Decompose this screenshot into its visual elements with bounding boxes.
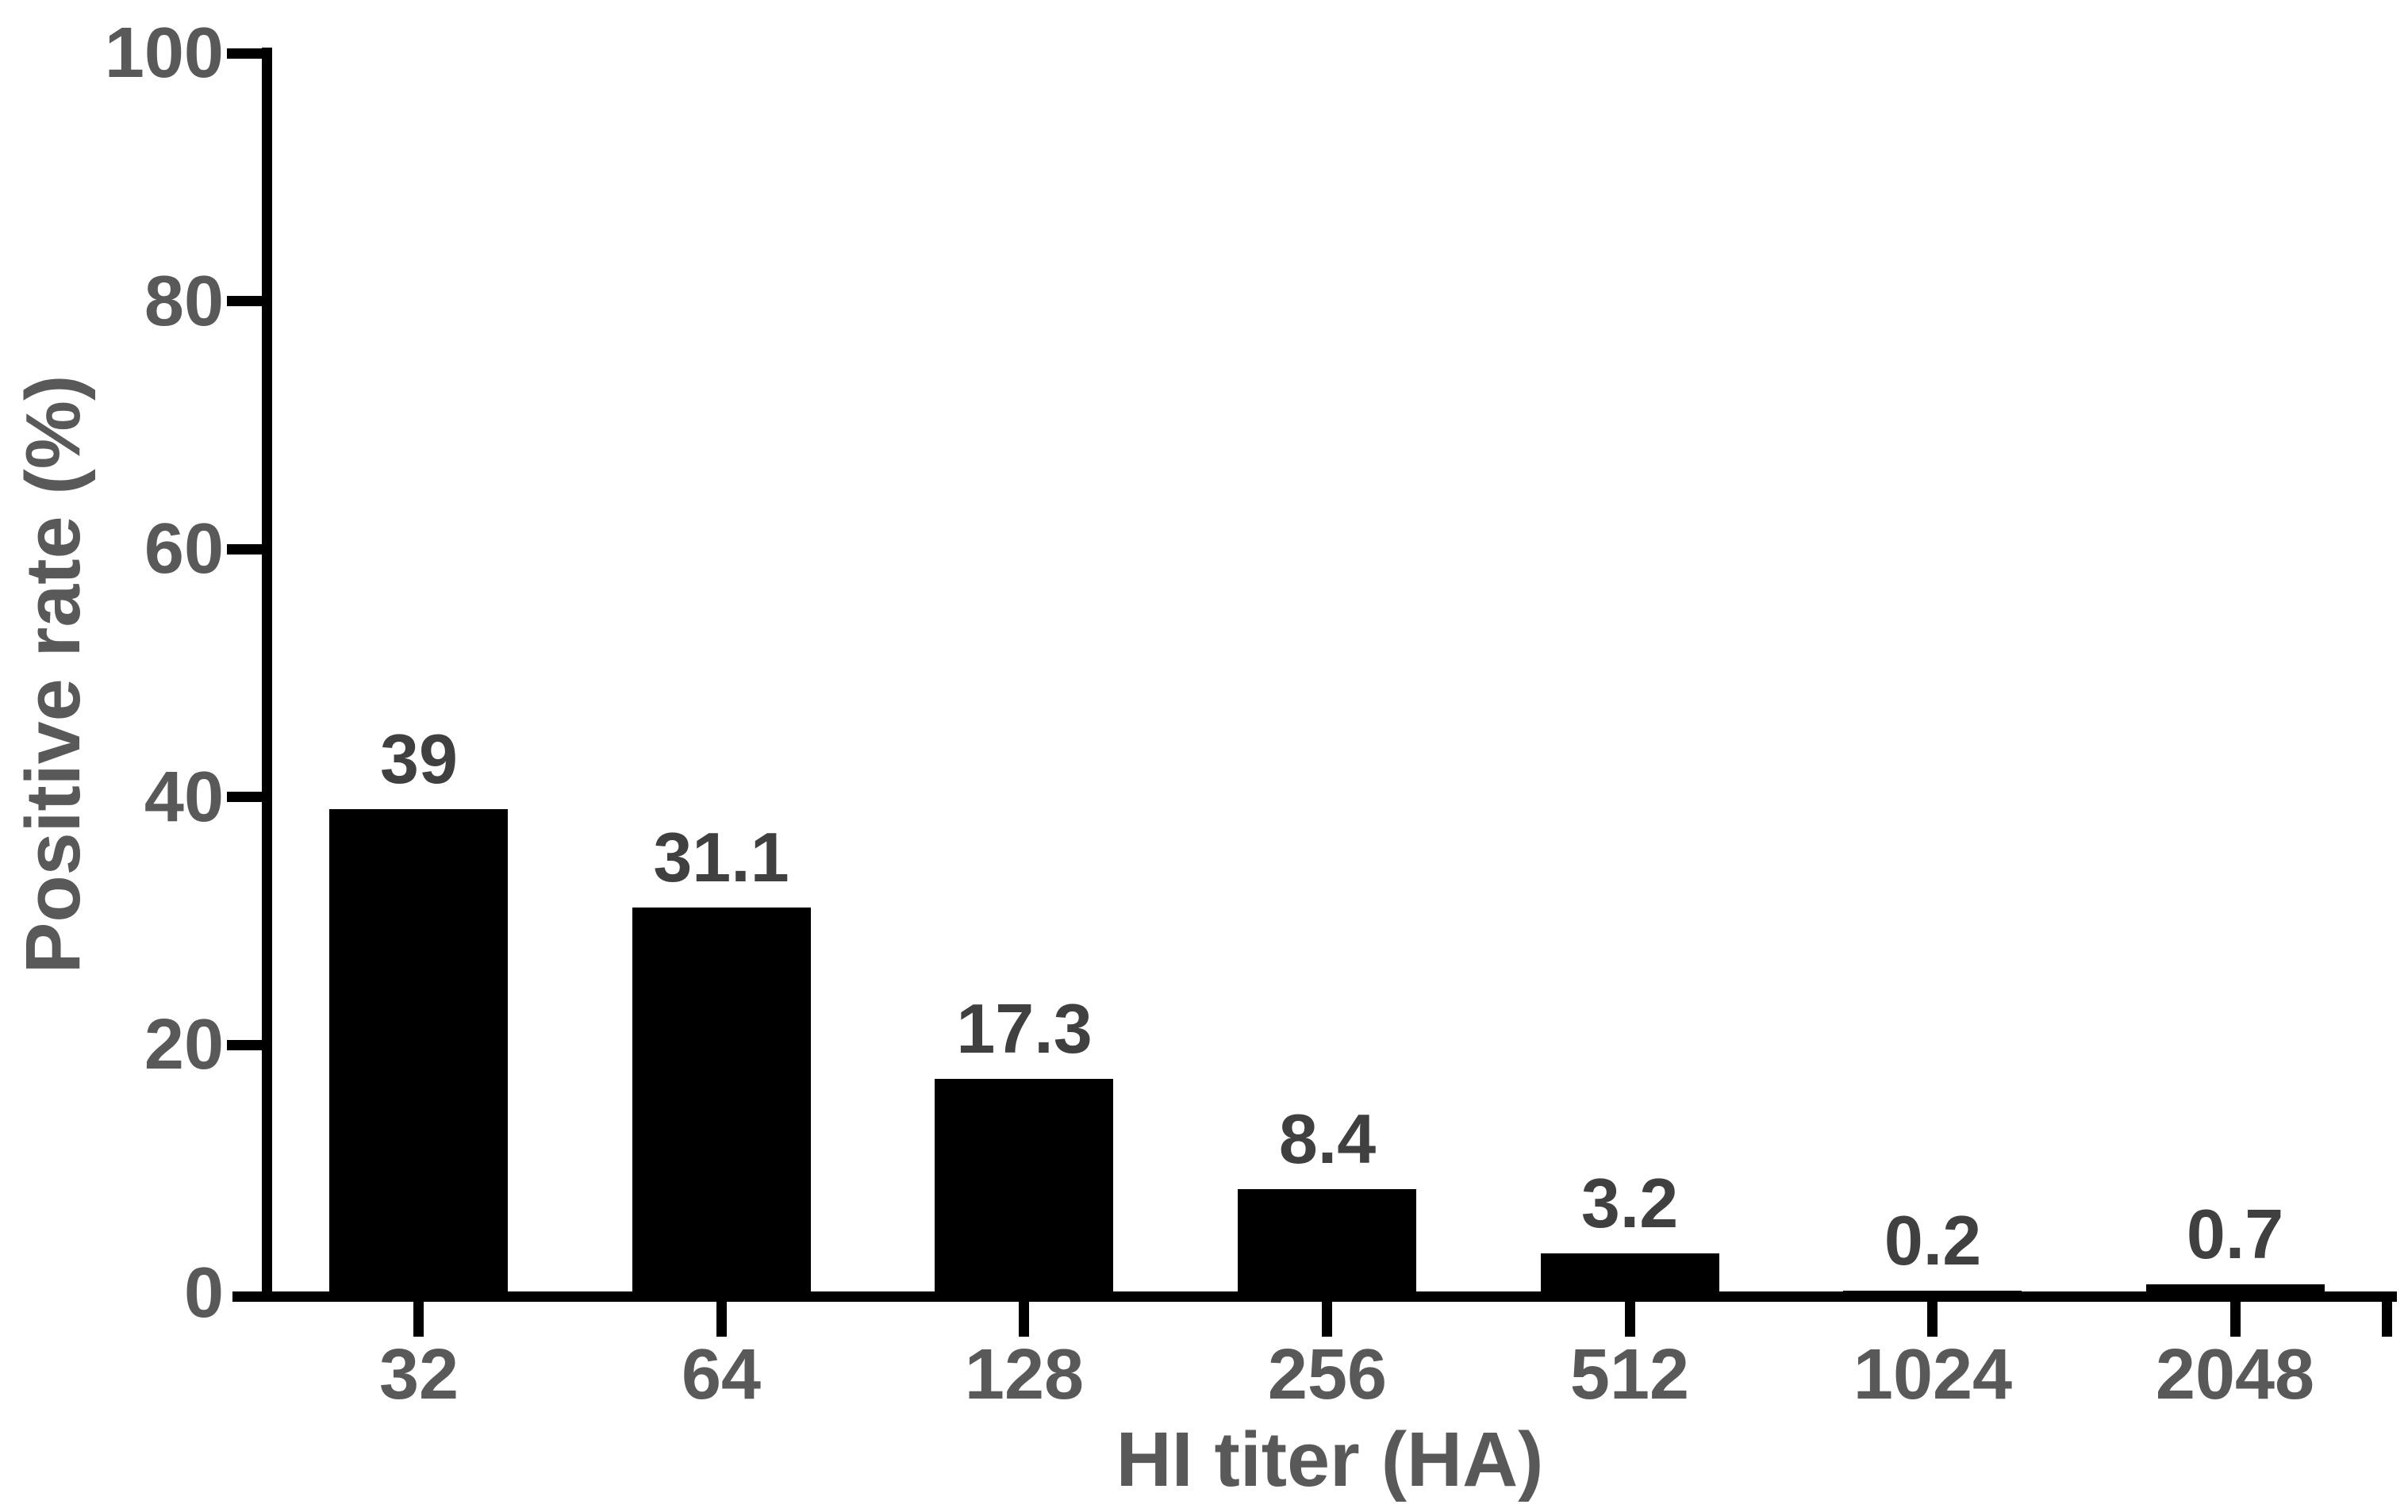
x-axis-title: HI titer (HA)	[1116, 1416, 1544, 1502]
x-tick-label-512: 512	[1569, 1335, 1690, 1414]
x-tick-mark	[1019, 1302, 1029, 1337]
y-tick-label: 20	[144, 1005, 224, 1084]
y-axis-title: Positive rate (%)	[10, 374, 96, 974]
y-tick-mark	[227, 792, 262, 802]
x-axis-end-tick	[2382, 1302, 2392, 1337]
bar-value-label-64: 31.1	[653, 818, 789, 896]
x-tick-mark	[1625, 1302, 1635, 1337]
y-tick-label: 80	[144, 262, 224, 341]
bar-value-label-2048: 0.7	[2186, 1195, 2284, 1273]
y-tick-label: 0	[183, 1253, 224, 1333]
x-tick-mark	[716, 1302, 727, 1337]
bar-64	[632, 908, 811, 1302]
bar-512	[1541, 1253, 1719, 1302]
bar-2048	[2146, 1284, 2325, 1302]
x-tick-mark	[413, 1302, 424, 1337]
x-tick-label-128: 128	[964, 1335, 1085, 1414]
y-tick-mark	[227, 544, 262, 555]
y-axis-line	[262, 48, 272, 1302]
x-tick-label-256: 256	[1267, 1335, 1388, 1414]
x-tick-mark	[2230, 1302, 2241, 1337]
x-tick-label-2048: 2048	[2155, 1335, 2315, 1414]
bar-1024	[1843, 1291, 2022, 1302]
bar-value-label-32: 39	[380, 720, 458, 798]
bar-256	[1238, 1189, 1416, 1302]
bar-value-label-512: 3.2	[1580, 1164, 1679, 1242]
x-tick-label-32: 32	[378, 1335, 459, 1414]
bar-value-label-1024: 0.2	[1884, 1201, 1982, 1280]
x-tick-label-1024: 1024	[1853, 1335, 2013, 1414]
y-tick-label: 40	[144, 758, 224, 837]
y-tick-label: 60	[144, 509, 224, 589]
bar-value-label-128: 17.3	[956, 989, 1093, 1068]
x-tick-mark	[1927, 1302, 1938, 1337]
y-tick-mark	[227, 1040, 262, 1050]
bar-value-label-256: 8.4	[1278, 1099, 1377, 1178]
bar-128	[935, 1079, 1113, 1302]
y-tick-mark	[227, 296, 262, 306]
y-tick-label: 100	[104, 13, 224, 93]
y-tick-mark	[227, 48, 262, 59]
x-tick-mark	[1322, 1302, 1332, 1337]
bar-32	[329, 809, 508, 1302]
x-tick-label-64: 64	[681, 1335, 762, 1414]
